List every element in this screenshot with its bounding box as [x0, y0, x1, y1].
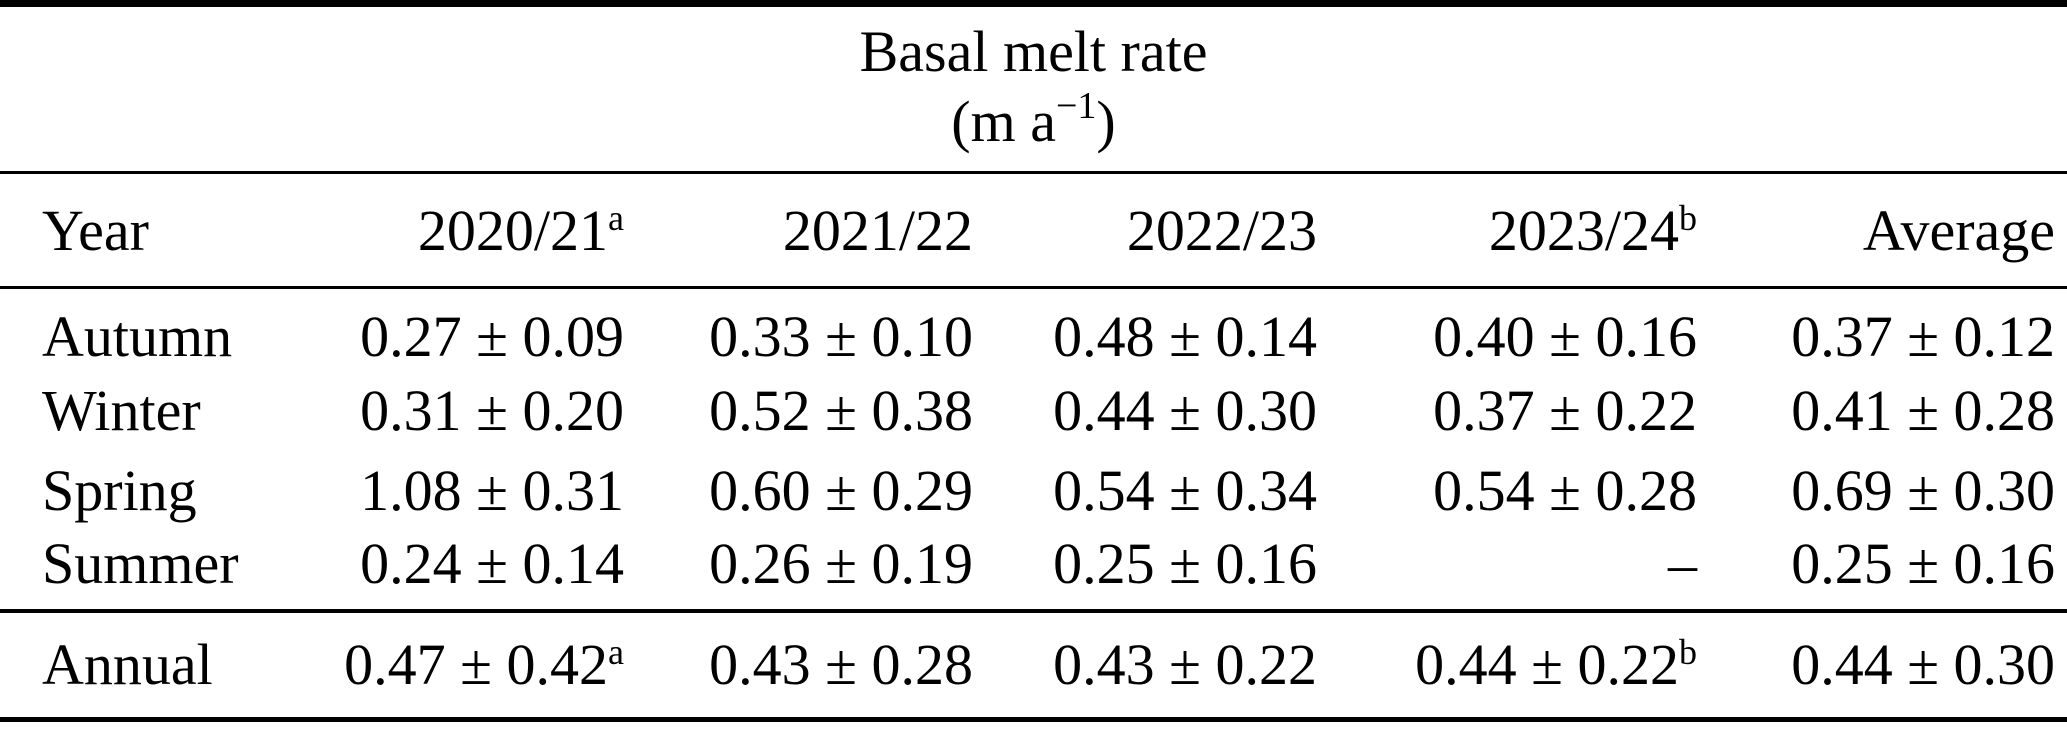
table-row-summer: Summer 0.24 ± 0.14 0.26 ± 0.19 0.25 ± 0.…	[0, 530, 2067, 611]
value-cell: 0.24 ± 0.14	[330, 530, 636, 611]
value-cell: 0.27 ± 0.09	[330, 288, 636, 371]
value-cell: 0.37 ± 0.22	[1329, 370, 1709, 450]
column-header-row: Year 2020/21a 2021/22 2022/23 2023/24b A…	[0, 172, 2067, 289]
annual-label: Annual	[42, 632, 213, 698]
value-cell: 0.33 ± 0.10	[636, 288, 985, 371]
value-cell: 0.41 ± 0.28	[1709, 370, 2067, 450]
column-header-2023-24: 2023/24b	[1329, 172, 1709, 289]
season-label: Summer	[42, 531, 239, 596]
season-rows-section: Autumn 0.27 ± 0.09 0.33 ± 0.10 0.48 ± 0.…	[0, 288, 2067, 611]
value-cell: 0.44 ± 0.30	[985, 370, 1329, 450]
column-header-label: 2022/23	[1126, 197, 1317, 263]
table-row-autumn: Autumn 0.27 ± 0.09 0.33 ± 0.10 0.48 ± 0.…	[0, 288, 2067, 371]
column-header-label: Average	[1862, 197, 2056, 263]
value-text: 0.54 ± 0.28	[1433, 457, 1697, 523]
value-cell: 0.44 ± 0.22b	[1329, 611, 1709, 719]
footnote-marker-b: b	[1679, 197, 1697, 238]
season-label: Winter	[42, 377, 201, 443]
value-text: 0.33 ± 0.10	[709, 304, 973, 369]
value-cell: 0.54 ± 0.34	[985, 450, 1329, 530]
value-text: 0.69 ± 0.30	[1791, 457, 2056, 523]
value-cell: 0.37 ± 0.12	[1709, 288, 2067, 371]
column-header-label: 2021/22	[782, 197, 973, 263]
value-text: 0.52 ± 0.38	[709, 377, 973, 443]
footnote-marker-a: a	[608, 632, 624, 673]
footnote-marker-a: a	[608, 197, 624, 238]
footnote-marker-b: b	[1679, 632, 1697, 673]
value-text: 0.27 ± 0.09	[360, 304, 624, 369]
column-header-label: 2020/21	[417, 197, 609, 263]
unit-prefix: (m a	[951, 89, 1056, 154]
value-text: 0.37 ± 0.22	[1433, 377, 1697, 443]
value-text: 0.31 ± 0.20	[360, 377, 624, 443]
value-text: 0.44 ± 0.30	[1053, 377, 1317, 443]
value-cell: 0.43 ± 0.22	[985, 611, 1329, 719]
value-text: 0.47 ± 0.42	[344, 632, 609, 698]
value-text: 1.08 ± 0.31	[360, 457, 624, 523]
value-cell: 0.44 ± 0.30	[1709, 611, 2067, 719]
table-title: Basal melt rate	[859, 19, 1208, 84]
value-text: 0.37 ± 0.12	[1791, 304, 2056, 369]
value-cell: 0.43 ± 0.28	[636, 611, 985, 719]
value-cell: 0.31 ± 0.20	[330, 370, 636, 450]
column-header-label: 2023/24	[1488, 197, 1679, 263]
value-cell: 0.69 ± 0.30	[1709, 450, 2067, 530]
value-cell: 0.25 ± 0.16	[985, 530, 1329, 611]
value-cell: 0.48 ± 0.14	[985, 288, 1329, 371]
value-text: 0.25 ± 0.16	[1791, 531, 2056, 596]
value-text: 0.25 ± 0.16	[1053, 531, 1317, 596]
column-header-2021-22: 2021/22	[636, 172, 985, 289]
value-text: 0.43 ± 0.28	[709, 632, 973, 698]
value-text: 0.60 ± 0.29	[709, 457, 973, 523]
value-text: 0.44 ± 0.22	[1415, 632, 1679, 698]
value-cell: 0.25 ± 0.16	[1709, 530, 2067, 611]
value-text: 0.44 ± 0.30	[1791, 632, 2056, 698]
season-label: Autumn	[42, 304, 233, 369]
table-title-row: Basal melt rate (m a−1)	[0, 3, 2067, 174]
unit-exponent: −1	[1055, 85, 1097, 128]
column-header-2020-21: 2020/21a	[330, 172, 636, 289]
value-text: –	[1668, 531, 1697, 596]
value-text: 0.24 ± 0.14	[360, 531, 624, 596]
value-text: 0.43 ± 0.22	[1053, 632, 1317, 698]
value-text: 0.40 ± 0.16	[1433, 304, 1697, 369]
table-row-winter: Winter 0.31 ± 0.20 0.52 ± 0.38 0.44 ± 0.…	[0, 370, 2067, 450]
value-cell: 1.08 ± 0.31	[330, 450, 636, 530]
value-cell: 0.40 ± 0.16	[1329, 288, 1709, 371]
value-text: 0.41 ± 0.28	[1791, 377, 2056, 443]
season-label: Spring	[42, 457, 197, 523]
value-cell: 0.60 ± 0.29	[636, 450, 985, 530]
unit-suffix: )	[1096, 89, 1116, 154]
value-cell: 0.52 ± 0.38	[636, 370, 985, 450]
value-cell: 0.54 ± 0.28	[1329, 450, 1709, 530]
value-cell: 0.47 ± 0.42a	[330, 611, 636, 719]
value-cell-missing: –	[1329, 530, 1709, 611]
table-row-spring: Spring 1.08 ± 0.31 0.60 ± 0.29 0.54 ± 0.…	[0, 450, 2067, 530]
value-text: 0.26 ± 0.19	[709, 531, 973, 596]
basal-melt-rate-table: Basal melt rate (m a−1) Year 2020/21a 20…	[0, 0, 2067, 722]
table-title-unit: (m a−1)	[0, 87, 2067, 157]
value-text: 0.48 ± 0.14	[1053, 304, 1317, 369]
column-header-2022-23: 2022/23	[985, 172, 1329, 289]
value-cell: 0.26 ± 0.19	[636, 530, 985, 611]
column-header-average: Average	[1709, 172, 2067, 289]
table-row-annual: Annual 0.47 ± 0.42a 0.43 ± 0.28 0.43 ± 0…	[0, 611, 2067, 719]
column-header-year: Year	[0, 172, 330, 289]
value-text: 0.54 ± 0.34	[1053, 457, 1317, 523]
table-title-cell: Basal melt rate (m a−1)	[0, 3, 2067, 174]
annual-row-section: Annual 0.47 ± 0.42a 0.43 ± 0.28 0.43 ± 0…	[0, 611, 2067, 719]
